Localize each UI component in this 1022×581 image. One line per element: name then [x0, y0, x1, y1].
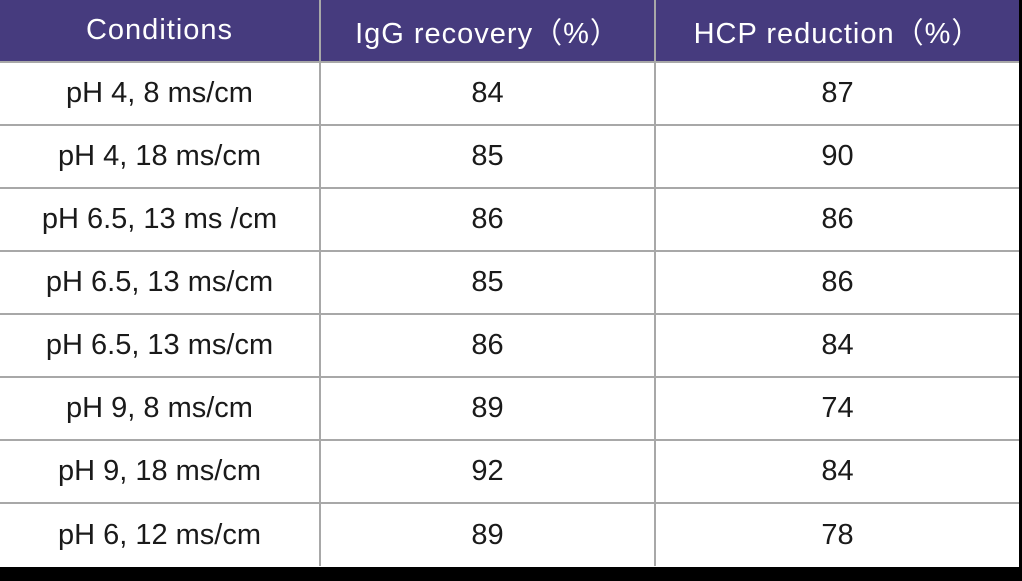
condition-cell: pH 6.5, 13 ms /cm: [0, 187, 321, 252]
table-row: pH 6.5, 13 ms/cm 86 84: [0, 313, 1020, 378]
table-row: pH 6.5, 13 ms/cm 85 86: [0, 250, 1020, 315]
condition-cell: pH 4, 8 ms/cm: [0, 61, 321, 126]
hcp-reduction-cell: 86: [654, 250, 1020, 315]
igg-recovery-cell: 89: [319, 376, 656, 441]
table-row: pH 6, 12 ms/cm 89 78: [0, 502, 1020, 567]
igg-recovery-cell: 85: [319, 250, 656, 315]
condition-cell: pH 6, 12 ms/cm: [0, 502, 321, 567]
hcp-reduction-cell: 86: [654, 187, 1020, 252]
condition-cell: pH 6.5, 13 ms/cm: [0, 313, 321, 378]
column-header-hcp-reduction: HCP reduction（%）: [654, 0, 1020, 63]
table-row: pH 9, 8 ms/cm 89 74: [0, 376, 1020, 441]
igg-recovery-cell: 92: [319, 439, 656, 504]
hcp-reduction-cell: 84: [654, 439, 1020, 504]
table-row: pH 4, 18 ms/cm 85 90: [0, 124, 1020, 189]
condition-cell: pH 9, 18 ms/cm: [0, 439, 321, 504]
hcp-reduction-cell: 78: [654, 502, 1020, 567]
hcp-reduction-cell: 87: [654, 61, 1020, 126]
hcp-reduction-cell: 90: [654, 124, 1020, 189]
igg-recovery-cell: 84: [319, 61, 656, 126]
table-row: pH 9, 18 ms/cm 92 84: [0, 439, 1020, 504]
table-row: pH 4, 8 ms/cm 84 87: [0, 61, 1020, 126]
igg-recovery-cell: 86: [319, 187, 656, 252]
condition-cell: pH 4, 18 ms/cm: [0, 124, 321, 189]
hcp-reduction-cell: 74: [654, 376, 1020, 441]
bottom-border-bar: [0, 567, 1022, 581]
table-row: pH 6.5, 13 ms /cm 86 86: [0, 187, 1020, 252]
hcp-reduction-cell: 84: [654, 313, 1020, 378]
condition-cell: pH 6.5, 13 ms/cm: [0, 250, 321, 315]
column-header-conditions: Conditions: [0, 0, 321, 63]
column-header-igg-recovery: IgG recovery（%）: [319, 0, 656, 63]
igg-recovery-cell: 86: [319, 313, 656, 378]
results-table: Conditions IgG recovery（%） HCP reduction…: [0, 0, 1020, 567]
header-row: Conditions IgG recovery（%） HCP reduction…: [0, 0, 1020, 63]
igg-recovery-cell: 89: [319, 502, 656, 567]
condition-cell: pH 9, 8 ms/cm: [0, 376, 321, 441]
igg-recovery-cell: 85: [319, 124, 656, 189]
